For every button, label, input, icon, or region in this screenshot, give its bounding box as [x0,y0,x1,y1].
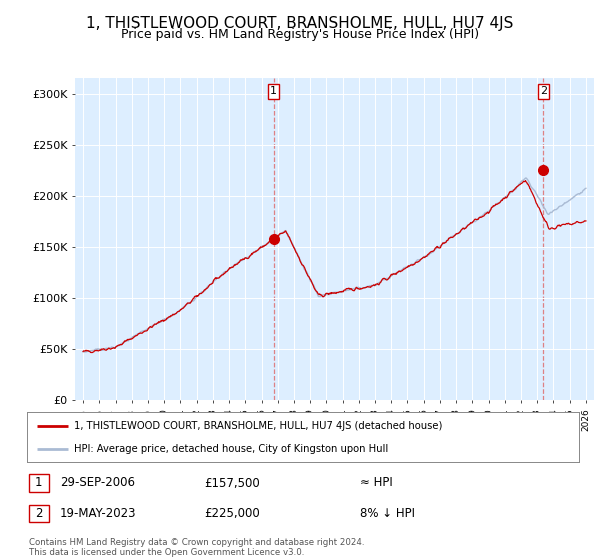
Text: 1: 1 [35,477,43,489]
Text: 19-MAY-2023: 19-MAY-2023 [60,507,137,520]
Text: 1: 1 [270,86,277,96]
Text: Contains HM Land Registry data © Crown copyright and database right 2024.
This d: Contains HM Land Registry data © Crown c… [29,538,364,557]
Text: Price paid vs. HM Land Registry's House Price Index (HPI): Price paid vs. HM Land Registry's House … [121,28,479,41]
Text: £225,000: £225,000 [204,507,260,520]
Text: 8% ↓ HPI: 8% ↓ HPI [360,507,415,520]
Text: 2: 2 [540,86,547,96]
Text: 2: 2 [35,507,43,520]
Text: HPI: Average price, detached house, City of Kingston upon Hull: HPI: Average price, detached house, City… [74,445,388,454]
Text: 29-SEP-2006: 29-SEP-2006 [60,477,135,489]
Text: £157,500: £157,500 [204,477,260,489]
Text: 1, THISTLEWOOD COURT, BRANSHOLME, HULL, HU7 4JS: 1, THISTLEWOOD COURT, BRANSHOLME, HULL, … [86,16,514,31]
Text: 1, THISTLEWOOD COURT, BRANSHOLME, HULL, HU7 4JS (detached house): 1, THISTLEWOOD COURT, BRANSHOLME, HULL, … [74,421,442,431]
Text: ≈ HPI: ≈ HPI [360,477,393,489]
